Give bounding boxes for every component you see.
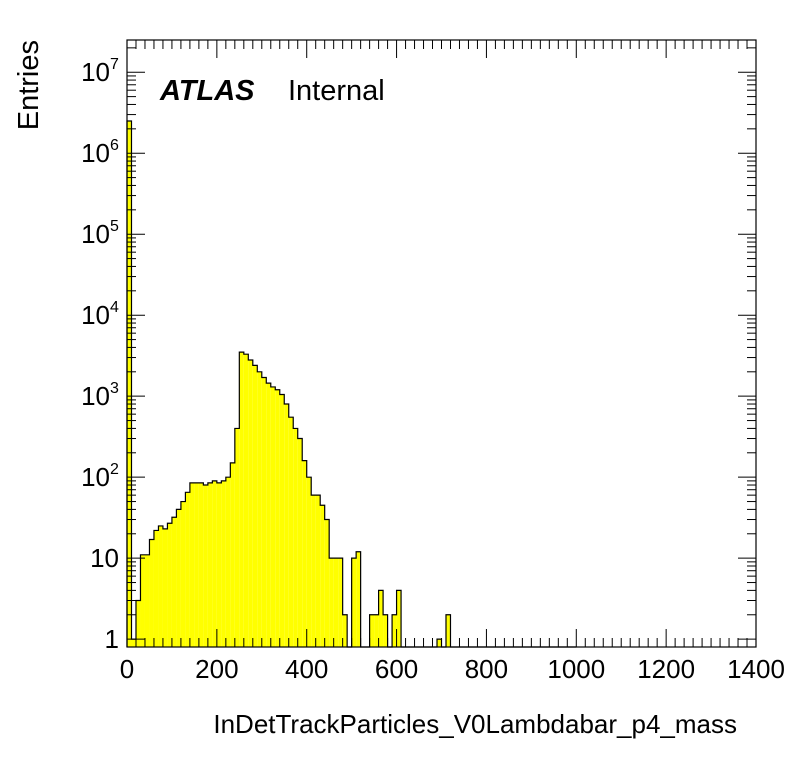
histogram-bar (342, 614, 348, 647)
histogram-bar (324, 519, 330, 647)
x-tick-label: 200 (195, 654, 238, 684)
y-tick-exponent: 4 (110, 299, 119, 316)
histogram-bar (275, 389, 280, 647)
histogram-bar (284, 404, 289, 647)
y-tick-exponent: 5 (110, 218, 119, 235)
y-tick-exponent: 3 (110, 380, 119, 397)
y-tick-label: 10 (81, 381, 110, 411)
histogram-bar (189, 482, 195, 647)
y-tick-exponent: 7 (110, 56, 119, 73)
histogram-bar (338, 558, 343, 647)
histogram-bar (288, 417, 294, 647)
histogram-bar (203, 485, 208, 647)
histogram-bar (369, 614, 375, 647)
histogram-bar (180, 501, 186, 647)
x-tick-label: 0 (120, 654, 134, 684)
histogram-bar (261, 377, 267, 647)
histogram-bar (140, 554, 145, 647)
histogram-bar (257, 371, 262, 647)
histogram-bar (437, 639, 442, 647)
histogram-bar (383, 614, 388, 647)
axes (126, 39, 757, 648)
histogram-bar (396, 590, 402, 647)
histogram-bar (230, 462, 235, 647)
histogram-bar (279, 394, 285, 647)
histogram-bar (207, 482, 213, 647)
x-tick-label: 1200 (637, 654, 695, 684)
histogram-bar (329, 558, 334, 647)
histogram-bar (266, 383, 271, 647)
y-tick-label: 10 (81, 219, 110, 249)
histogram-bar (320, 505, 325, 647)
y-tick-label: 10 (81, 462, 110, 492)
histogram-bar (153, 530, 159, 647)
atlas-status-label: Internal (288, 75, 385, 107)
histogram-bar (270, 386, 276, 647)
y-tick-label: 10 (81, 57, 110, 87)
x-axis-label: InDetTrackParticles_V0Lambdabar_p4_mass (213, 709, 737, 739)
histogram-bar (144, 554, 150, 647)
histogram-bar (131, 639, 136, 647)
histogram-bar (176, 509, 181, 647)
histogram-bar (127, 120, 132, 647)
histogram-bar (248, 359, 253, 647)
y-tick-exponent: 6 (110, 137, 119, 154)
histogram-bar (162, 528, 168, 647)
histogram-bar (221, 480, 226, 647)
y-tick-exponent: 2 (110, 461, 119, 478)
y-tick-label: 10 (81, 138, 110, 168)
histogram-bar (252, 365, 258, 647)
histogram-bar (239, 352, 244, 647)
histogram-bars (126, 120, 577, 648)
histogram-bar (351, 558, 357, 647)
histogram-bar (315, 495, 321, 647)
x-tick-label: 600 (375, 654, 418, 684)
histogram-bar (311, 495, 316, 647)
x-tick-label: 400 (285, 654, 328, 684)
histogram-bar (243, 354, 249, 647)
x-tick-label: 1000 (547, 654, 605, 684)
histogram-bar (302, 460, 307, 647)
histogram-bar (306, 477, 312, 647)
histogram-bar (374, 614, 379, 647)
histogram-bar (225, 477, 231, 647)
x-tick-label: 800 (465, 654, 508, 684)
histogram-bar (194, 482, 199, 647)
histogram-bar (356, 551, 361, 647)
histogram-bar (212, 480, 217, 647)
histogram-bar (135, 600, 141, 647)
y-axis-label: Entries (13, 40, 45, 130)
histogram-bar (293, 428, 298, 647)
histogram-bar (171, 517, 177, 647)
histogram-bar (216, 482, 222, 647)
histogram-bar (333, 558, 339, 647)
histogram-bar (234, 428, 240, 647)
histogram-bar (392, 614, 397, 647)
x-tick-label: 1400 (727, 654, 785, 684)
histogram-bar (167, 523, 172, 647)
histogram-bar (445, 614, 451, 647)
histogram-bar (198, 482, 204, 647)
y-tick-label: 1 (105, 624, 119, 654)
y-tick-label: 10 (81, 300, 110, 330)
histogram-bar (297, 438, 303, 647)
atlas-label: ATLAS (159, 75, 255, 107)
histogram-bar (185, 492, 190, 647)
histogram-bar (378, 590, 384, 647)
histogram-bar (149, 539, 154, 647)
histogram-bar (158, 525, 163, 647)
y-tick-label: 10 (90, 543, 119, 573)
